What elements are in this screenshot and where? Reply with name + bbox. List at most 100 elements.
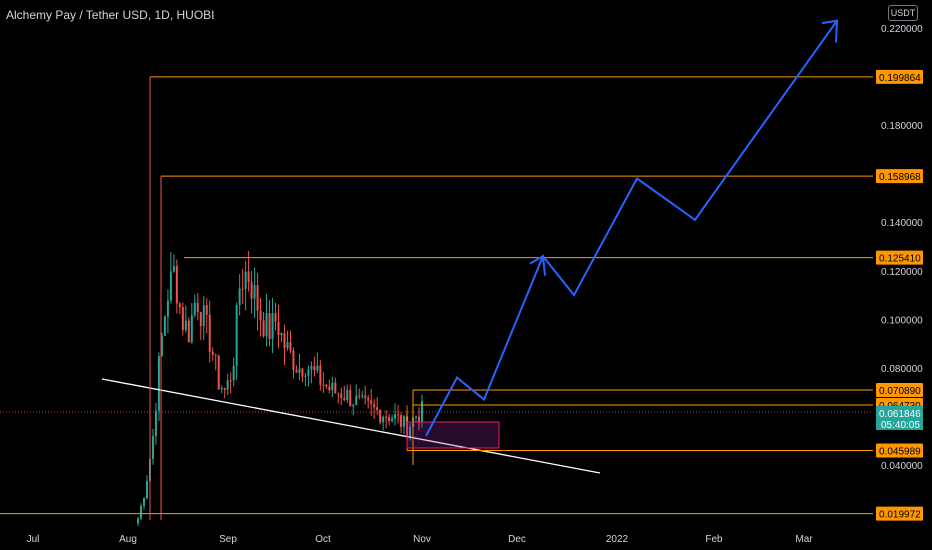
candle-body <box>211 351 214 355</box>
candle-body <box>166 300 169 317</box>
x-axis-label: Sep <box>219 534 237 545</box>
candle-body <box>400 415 403 427</box>
candle-body <box>208 314 211 352</box>
candle-body <box>175 266 178 304</box>
candle-body <box>292 350 295 371</box>
candle-body <box>160 335 163 357</box>
current-price-countdown: 05:40:05 <box>881 420 920 431</box>
y-axis-label: 0.040000 <box>881 461 923 472</box>
candle-body <box>241 288 244 290</box>
candle-body <box>280 333 283 336</box>
candle-body <box>256 285 259 311</box>
candle-body <box>352 404 355 407</box>
candle-body <box>355 395 358 405</box>
currency-selector[interactable]: USDT <box>888 5 918 21</box>
x-axis-label: Nov <box>413 534 431 545</box>
candle-body <box>274 313 277 322</box>
candle-body <box>196 302 199 313</box>
candle-body <box>289 342 292 351</box>
price-level-label-text: 0.125410 <box>879 254 921 265</box>
x-axis-label: 2022 <box>606 534 629 545</box>
candle-body <box>262 320 265 337</box>
candle-body <box>178 303 181 308</box>
current-price-label-bg <box>876 405 923 430</box>
candle-body <box>304 375 307 377</box>
price-level-label-text: 0.199864 <box>879 73 921 84</box>
x-axis-label: Oct <box>315 534 331 545</box>
candle-body <box>181 307 184 331</box>
candle-body <box>151 436 154 459</box>
current-price-value: 0.061846 <box>879 409 921 420</box>
candle-body <box>226 380 229 390</box>
candle-body <box>328 386 331 391</box>
candle-body <box>340 393 343 398</box>
candle-body <box>229 380 232 382</box>
y-axis-label: 0.140000 <box>881 218 923 229</box>
candle-body <box>301 368 304 377</box>
candle-body <box>190 315 193 343</box>
price-level-label: 0.019972 <box>876 506 923 521</box>
candle-body <box>217 355 220 389</box>
candle-body <box>319 365 322 385</box>
candle-body <box>331 382 334 391</box>
candle-body <box>349 390 352 407</box>
target-zone-box <box>406 421 500 449</box>
candle-body <box>139 505 142 519</box>
candle-body <box>247 271 250 283</box>
candle-body <box>298 368 301 373</box>
y-axis-label: 0.120000 <box>881 267 923 278</box>
support-trendline <box>101 378 601 474</box>
candle-body <box>385 416 388 418</box>
projection-arrowhead <box>821 19 839 43</box>
candle-body <box>313 366 316 371</box>
candle-body <box>343 397 346 400</box>
candle-body <box>202 305 205 327</box>
x-axis-label: Mar <box>795 534 813 545</box>
candle-body <box>265 313 268 337</box>
price-level-label-bg <box>876 250 923 265</box>
candle-body <box>271 313 274 340</box>
price-level-label-text: 0.045989 <box>879 446 921 457</box>
candle-body <box>403 416 406 427</box>
candle-body <box>238 288 241 306</box>
candle-body <box>334 382 337 394</box>
price-level-label-bg <box>876 506 923 521</box>
candle-body <box>370 400 373 404</box>
price-level-label-bg <box>876 69 923 84</box>
price-level-label-text: 0.158968 <box>879 172 921 183</box>
candle-body <box>235 305 238 366</box>
x-axis-label: Feb <box>705 534 723 545</box>
candle-body <box>373 403 376 408</box>
y-axis-label: 0.180000 <box>881 121 923 132</box>
candle-body <box>172 266 175 272</box>
x-axis-label: Jul <box>27 534 40 545</box>
candle-body <box>337 393 340 395</box>
candle-body <box>367 397 370 401</box>
candle-body <box>187 320 190 343</box>
candle-body <box>253 285 256 299</box>
candle-body <box>193 302 196 316</box>
candle-body <box>421 401 423 423</box>
candle-body <box>268 313 271 340</box>
candle-body <box>214 354 217 356</box>
y-axis-label: 0.100000 <box>881 315 923 326</box>
candle-body <box>199 312 202 327</box>
price-level-label: 0.125410 <box>876 250 923 265</box>
candle-body <box>415 416 418 418</box>
y-axis-label: 0.080000 <box>881 364 923 375</box>
price-level-label: 0.158968 <box>876 169 923 184</box>
price-level-label: 0.045989 <box>876 443 923 458</box>
candle-body <box>376 407 379 411</box>
chart-title: Alchemy Pay / Tether USD, 1D, HUOBI <box>6 8 215 22</box>
candle-body <box>409 426 412 438</box>
projection-arrowhead <box>529 254 546 276</box>
candle-body <box>418 416 421 423</box>
price-level-label-bg <box>876 169 923 184</box>
candle-body <box>277 321 280 336</box>
x-axis-label: Aug <box>119 534 137 545</box>
candle-body <box>286 342 289 349</box>
price-level-label: 0.199864 <box>876 69 923 84</box>
candle-body <box>382 416 385 423</box>
